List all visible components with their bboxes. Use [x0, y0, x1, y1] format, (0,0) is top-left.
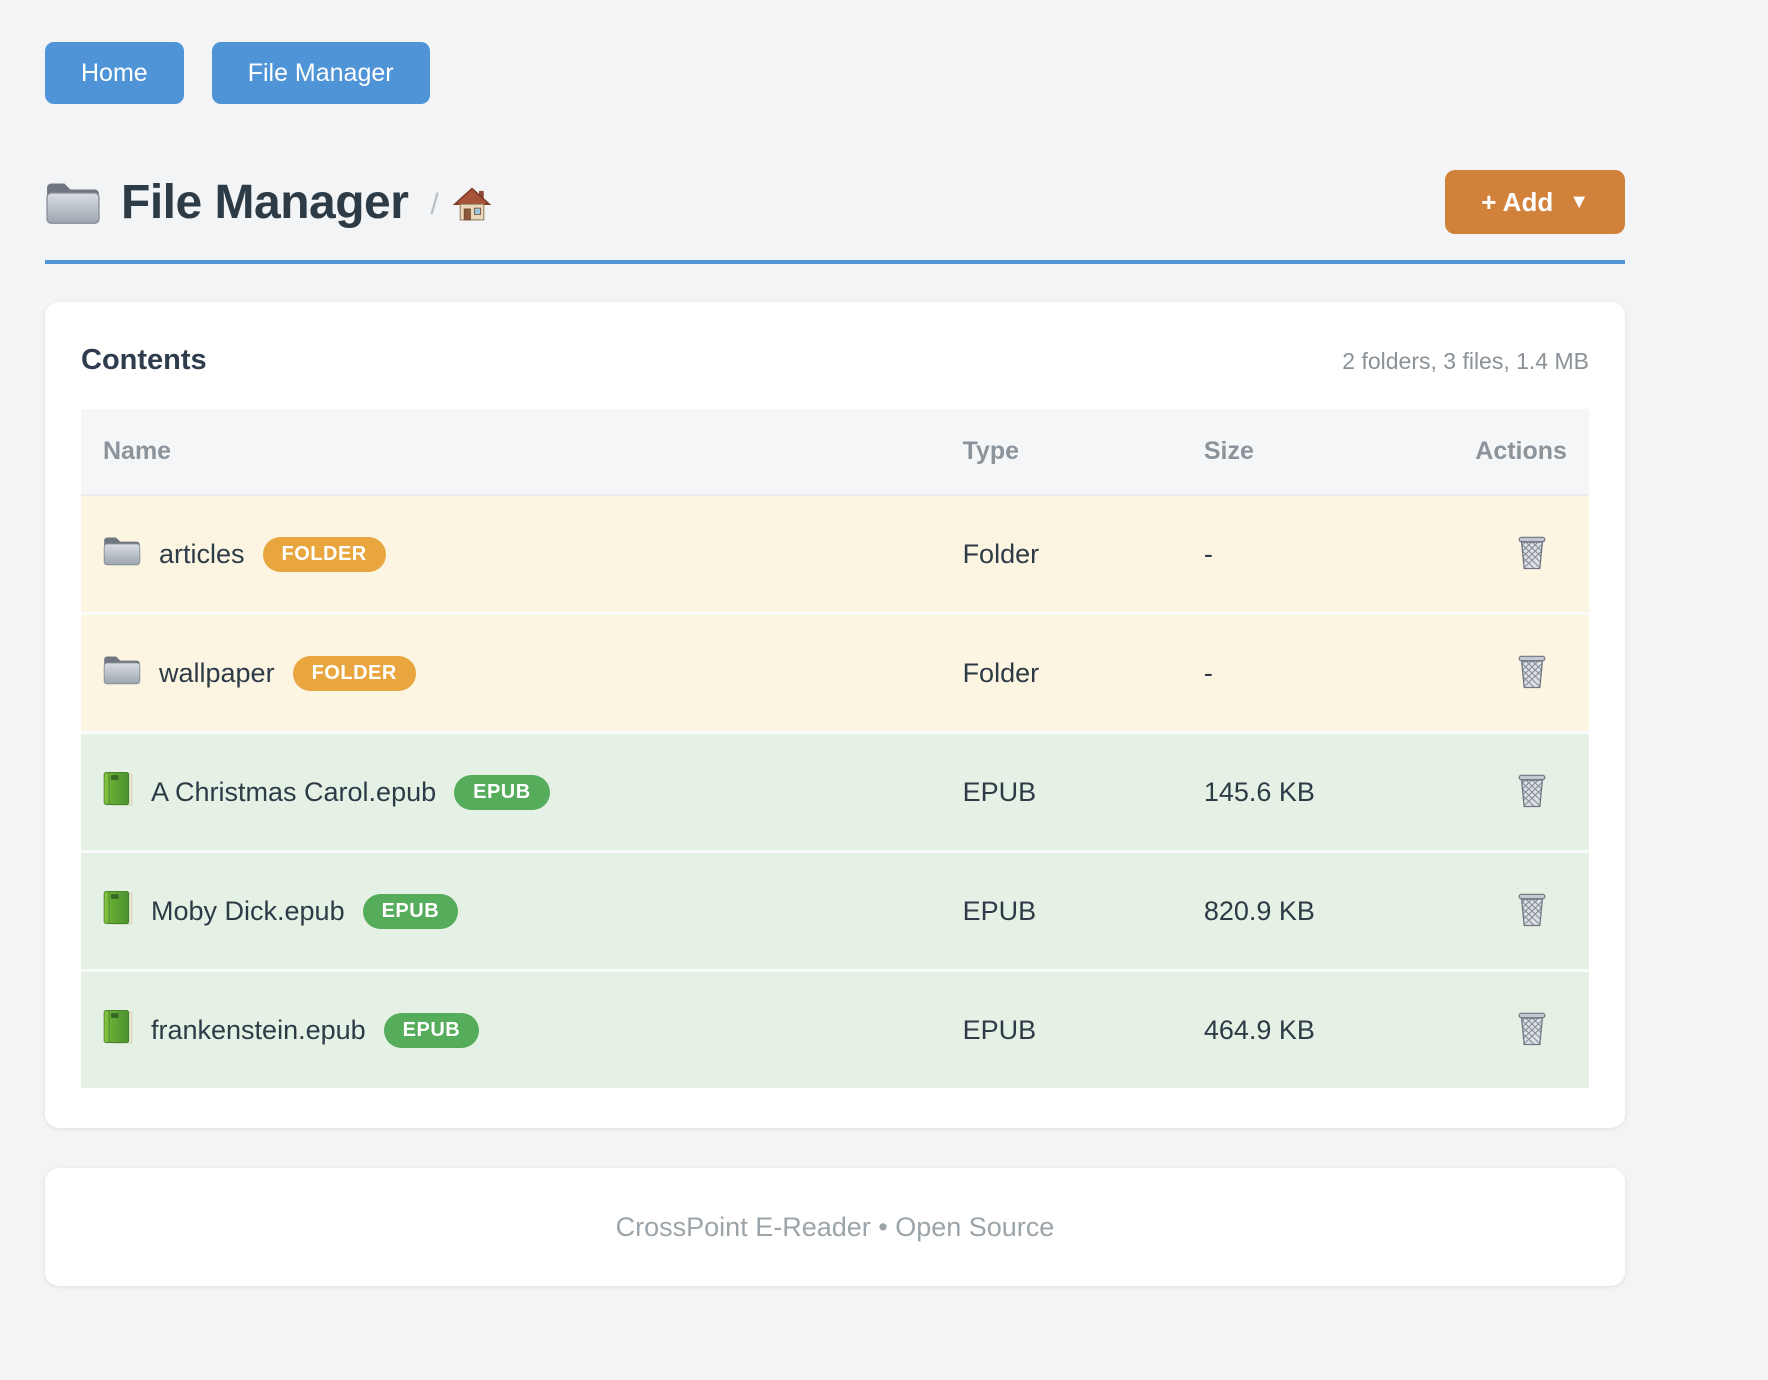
type-cell: EPUB — [940, 732, 1182, 853]
folder-badge: FOLDER — [292, 655, 416, 691]
add-button-label: + Add — [1481, 186, 1554, 217]
page-container: Home File Manager File Manager / + Add ▼… — [45, 0, 1625, 1286]
folder-icon — [45, 180, 101, 225]
top-nav: Home File Manager — [45, 42, 1625, 104]
epub-badge: EPUB — [454, 774, 550, 810]
page-header: File Manager / + Add ▼ — [45, 170, 1625, 234]
green-book-icon — [103, 771, 133, 814]
trash-icon — [1516, 916, 1548, 931]
column-header-size: Size — [1181, 409, 1454, 496]
trash-icon — [1516, 797, 1548, 812]
nav-file-manager-button[interactable]: File Manager — [211, 42, 430, 104]
size-cell: - — [1181, 613, 1454, 734]
breadcrumb-home-link[interactable] — [453, 187, 491, 226]
footer: CrossPoint E-Reader • Open Source — [45, 1168, 1625, 1286]
delete-button[interactable] — [1512, 530, 1552, 575]
trash-icon — [1516, 1035, 1548, 1050]
trash-icon — [1516, 678, 1548, 693]
file-name-link[interactable]: articles — [159, 538, 245, 569]
nav-home-button[interactable]: Home — [45, 42, 184, 104]
file-name-link[interactable]: wallpaper — [159, 657, 275, 688]
size-cell: 820.9 KB — [1181, 851, 1454, 972]
caret-down-icon: ▼ — [1569, 190, 1589, 213]
contents-card-header: Contents 2 folders, 3 files, 1.4 MB — [81, 344, 1589, 377]
green-book-icon — [103, 890, 133, 933]
size-cell: - — [1181, 495, 1454, 615]
delete-button[interactable] — [1512, 649, 1552, 694]
folder-badge: FOLDER — [262, 536, 386, 572]
table-row[interactable]: wallpaper FOLDER Folder - — [81, 613, 1589, 734]
size-cell: 464.9 KB — [1181, 970, 1454, 1088]
page-title: File Manager — [121, 175, 409, 229]
title-divider — [45, 260, 1625, 264]
table-row[interactable]: A Christmas Carol.epub EPUB EPUB 145.6 K… — [81, 732, 1589, 853]
size-cell: 145.6 KB — [1181, 732, 1454, 853]
table-row[interactable]: articles FOLDER Folder - — [81, 495, 1589, 615]
folder-icon — [103, 535, 141, 573]
delete-button[interactable] — [1512, 1006, 1552, 1051]
table-row[interactable]: Moby Dick.epub EPUB EPUB 820.9 KB — [81, 851, 1589, 972]
table-header-row: Name Type Size Actions — [81, 409, 1589, 496]
type-cell: Folder — [940, 495, 1182, 615]
delete-button[interactable] — [1512, 768, 1552, 813]
folder-icon — [103, 654, 141, 692]
column-header-type: Type — [940, 409, 1182, 496]
type-cell: EPUB — [940, 970, 1182, 1088]
breadcrumb-separator: / — [430, 188, 439, 221]
epub-badge: EPUB — [362, 893, 459, 929]
file-name-link[interactable]: A Christmas Carol.epub — [151, 776, 437, 807]
contents-heading: Contents — [81, 344, 207, 376]
table-row[interactable]: frankenstein.epub EPUB EPUB 464.9 KB — [81, 970, 1589, 1088]
type-cell: Folder — [940, 613, 1182, 734]
add-button[interactable]: + Add ▼ — [1445, 170, 1625, 234]
delete-button[interactable] — [1512, 887, 1552, 932]
column-header-actions: Actions — [1453, 409, 1589, 496]
epub-badge: EPUB — [383, 1012, 480, 1048]
file-name-link[interactable]: Moby Dick.epub — [151, 895, 345, 926]
contents-card: Contents 2 folders, 3 files, 1.4 MB Name… — [45, 302, 1625, 1128]
house-icon — [453, 187, 491, 226]
footer-text: CrossPoint E-Reader • Open Source — [615, 1211, 1055, 1242]
column-header-name: Name — [81, 409, 941, 496]
title-group: File Manager / — [45, 175, 491, 230]
file-name-link[interactable]: frankenstein.epub — [151, 1014, 366, 1045]
trash-icon — [1516, 559, 1548, 574]
file-table: Name Type Size Actions articles FOLDER F… — [81, 409, 1589, 1088]
type-cell: EPUB — [940, 851, 1182, 972]
contents-summary: 2 folders, 3 files, 1.4 MB — [1342, 348, 1589, 374]
green-book-icon — [103, 1009, 133, 1052]
